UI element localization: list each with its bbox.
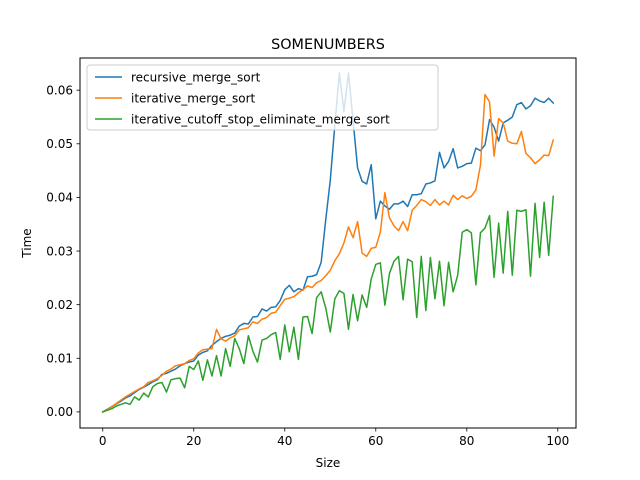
y-tick-label: 0.01 (46, 352, 73, 366)
series-line-0 (101, 72, 555, 413)
chart-title: SOMENUMBERS (271, 37, 385, 53)
y-tick-label: 0.04 (46, 191, 73, 205)
x-tick-label: 40 (277, 434, 292, 448)
series-layer (101, 72, 555, 413)
legend-label-1: iterative_merge_sort (131, 91, 256, 105)
y-tick-label: 0.03 (46, 244, 73, 258)
x-tick-label: 80 (459, 434, 474, 448)
series-line-1 (101, 93, 555, 413)
legend-label-2: iterative_cutoff_stop_eliminate_merge_so… (131, 112, 390, 126)
y-tick-label: 0.06 (46, 83, 73, 97)
x-tick-label: 20 (186, 434, 201, 448)
x-axis: 0 20 40 60 80 100 (99, 428, 569, 448)
legend-box (86, 64, 439, 131)
series-line-2 (101, 195, 555, 413)
x-tick-label: 100 (546, 434, 569, 448)
y-tick-label: 0.00 (46, 405, 73, 419)
legend-label-0: recursive_merge_sort (131, 70, 261, 84)
y-tick-label: 0.05 (46, 137, 73, 151)
y-axis-label: Time (20, 228, 34, 258)
legend-entries: recursive_merge_sort iterative_merge_sort… (95, 70, 390, 126)
plot-frame (79, 57, 577, 429)
x-axis-label: Size (316, 456, 341, 470)
legend: recursive_merge_sort iterative_merge_sort… (86, 64, 439, 131)
x-tick-label: 60 (368, 434, 383, 448)
y-tick-label: 0.02 (46, 298, 73, 312)
y-axis: 0.00 0.01 0.02 0.03 0.04 0.05 0.06 (46, 83, 80, 419)
x-tick-label: 0 (99, 434, 107, 448)
